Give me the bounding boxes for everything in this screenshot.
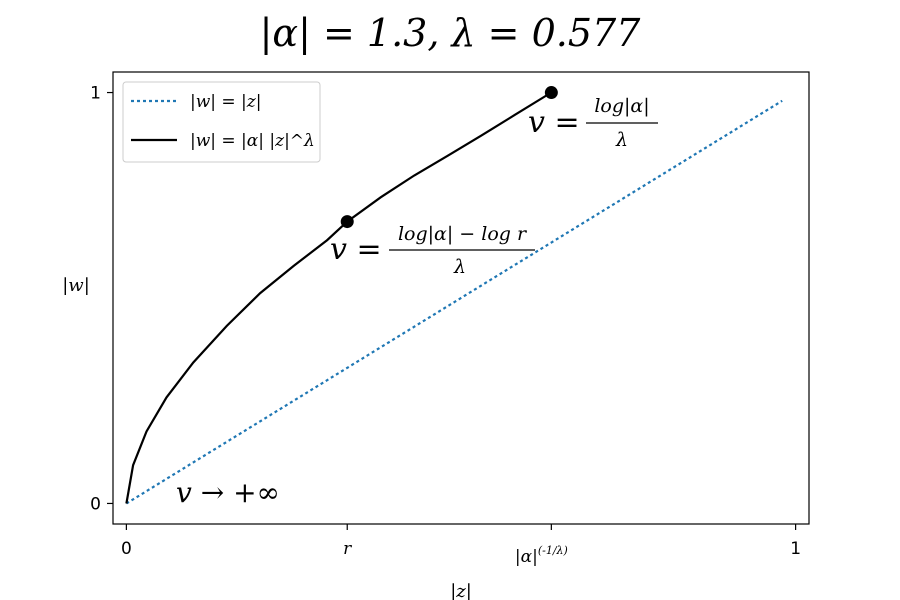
x-axis-label: |z| [450,581,472,600]
y-axis-label: |w| [62,275,90,296]
x-tick-label-2: |α|(-1/λ) [515,544,568,567]
x-tick-label-3: 1 [790,539,801,559]
legend-box [122,81,321,163]
x-tick-label-1: r [343,539,352,559]
y-tick-label-0: 0 [90,494,101,514]
series-line-1 [125,91,552,504]
annotation-v-at-alpha-numerator: log|α| [594,95,649,117]
legend-label-power: |w| = |α| |z|^λ [190,131,315,151]
series-line-0 [125,99,783,505]
y-tick-label-1: 1 [90,84,101,104]
x-tick-label-0: 0 [121,539,132,559]
annotation-v-at-r-lhs: v = [330,232,382,267]
data-point-0 [340,215,354,229]
annotation-v-at-r: v = log|α| − log r λ [330,223,535,278]
data-point-1 [544,86,558,100]
legend-label-identity: |w| = |z| [190,92,261,112]
legend: |w| = |z| |w| = |α| |z|^λ [122,81,321,163]
annotation-v-at-alpha: v = log|α| λ [528,95,658,151]
annotation-v-at-r-numerator: log|α| − log r [398,223,528,245]
annotation-v-at-r-denominator: λ [453,256,466,278]
annotation-v-at-alpha-denominator: λ [615,129,628,151]
plot-frame [112,71,810,525]
chart-title: |α| = 1.3, λ = 0.577 [260,11,642,55]
annotation-v-infinity: v → +∞ [176,476,280,509]
annotation-v-at-alpha-lhs: v = [528,105,580,140]
